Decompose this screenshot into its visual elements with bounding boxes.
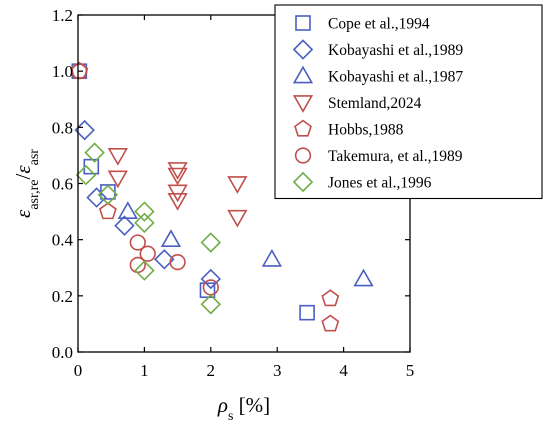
legend-marker (292, 65, 314, 84)
y-axis-label-numerator-symbol: ε (11, 209, 35, 218)
data-point (86, 187, 107, 208)
x-axis-label-symbol: ρ (217, 393, 228, 417)
legend-items: Cope et al.,1994 Kobayashi et al.,1989 Kob… (292, 15, 463, 193)
y-axis-label-slash: / (11, 174, 35, 180)
data-point (139, 245, 156, 262)
data-point (114, 215, 135, 236)
y-axis-label-denominator-symbol: ε (11, 165, 35, 174)
x-axis-label-subscript: s (228, 409, 233, 423)
data-point (353, 268, 374, 287)
series-kobayashi-et-al-1987 (117, 201, 374, 287)
data-point (261, 248, 283, 267)
data-point (154, 249, 175, 270)
data-point (75, 164, 97, 186)
y-axis-label-numerator-subscript: asr,re (27, 180, 42, 210)
series-stemland-2024 (107, 148, 248, 228)
series-jones-et-al-1996 (75, 142, 222, 315)
x-tick-label: 3 (273, 361, 282, 380)
data-point (117, 201, 138, 219)
legend-marker (292, 39, 314, 60)
legend-marker (295, 15, 311, 31)
legend-box (274, 4, 543, 200)
legend: Cope et al.,1994 Kobayashi et al.,1989 Kob… (274, 4, 543, 200)
x-tick-label: 4 (339, 361, 348, 380)
data-point (107, 170, 128, 189)
data-point (200, 268, 222, 290)
legend-item: Takemura, et al.,1989 (294, 147, 463, 165)
legend-label: Jones et al.,1996 (328, 175, 432, 192)
y-tick-label: 0.6 (52, 175, 73, 194)
legend-item: Kobayashi et al.,1989 (292, 39, 463, 60)
data-point (129, 234, 146, 251)
data-points-layer (70, 61, 374, 332)
legend-marker (292, 95, 314, 113)
data-point (134, 212, 155, 234)
legend-marker (292, 171, 314, 193)
y-tick-label: 1.2 (52, 6, 73, 25)
data-point (134, 201, 155, 222)
data-point (167, 192, 188, 211)
data-point (227, 209, 248, 228)
series-kobayashi-et-al-1989 (74, 119, 222, 290)
legend-item: Cope et al.,1994 (295, 15, 430, 33)
legend-marker (294, 147, 312, 164)
legend-item: Hobbs,1988 (294, 119, 404, 139)
y-axis-label: εasr,re/εasr (11, 149, 42, 218)
data-point (199, 282, 216, 299)
y-axis-label-denominator-subscript: asr (27, 149, 42, 166)
data-point (167, 167, 188, 186)
x-axis-label-unit: [%] (233, 393, 270, 417)
legend-label: Hobbs,1988 (328, 122, 404, 139)
data-point (84, 142, 105, 163)
legend-item: Jones et al.,1996 (292, 171, 432, 193)
data-point (160, 229, 182, 248)
x-tick-labels: 0 1 2 3 4 5 (74, 361, 415, 380)
data-point (321, 289, 340, 307)
x-tick-label: 2 (207, 361, 216, 380)
data-point (200, 294, 222, 315)
data-point (97, 184, 119, 205)
x-tick-label: 0 (74, 361, 83, 380)
legend-item: Stemland,2024 (292, 95, 422, 113)
y-tick-labels: 0.0 0.2 0.4 0.6 0.8 1.0 1.2 (52, 6, 74, 362)
legend-label: Kobayashi et al.,1989 (328, 42, 463, 59)
y-tick-label: 0.8 (52, 118, 73, 137)
legend-marker (294, 119, 312, 137)
legend-label: Cope et al.,1994 (328, 16, 430, 33)
legend-label: Takemura, et al.,1989 (328, 148, 463, 165)
data-point (98, 202, 117, 220)
y-tick-label: 0.2 (52, 287, 73, 306)
legend-label: Kobayashi et al.,1987 (328, 69, 463, 86)
y-tick-label: 1.0 (52, 62, 73, 81)
data-point (100, 184, 116, 200)
data-point (107, 148, 128, 166)
data-point (200, 232, 222, 253)
data-point (134, 260, 155, 281)
x-axis-label: ρs [%] (217, 393, 270, 423)
series-takemura-et-al-1989 (71, 63, 219, 296)
data-point (299, 304, 315, 321)
data-point (167, 162, 188, 180)
data-point (169, 253, 186, 271)
y-tick-label: 0.0 (52, 343, 73, 362)
legend-label: Stemland,2024 (328, 95, 422, 112)
legend-item: Kobayashi et al.,1987 (292, 65, 463, 86)
data-point (321, 314, 340, 332)
data-point (71, 63, 88, 80)
data-point (227, 176, 248, 194)
x-tick-label: 5 (406, 361, 415, 380)
y-tick-label: 0.4 (52, 231, 74, 250)
x-tick-label: 1 (140, 361, 149, 380)
